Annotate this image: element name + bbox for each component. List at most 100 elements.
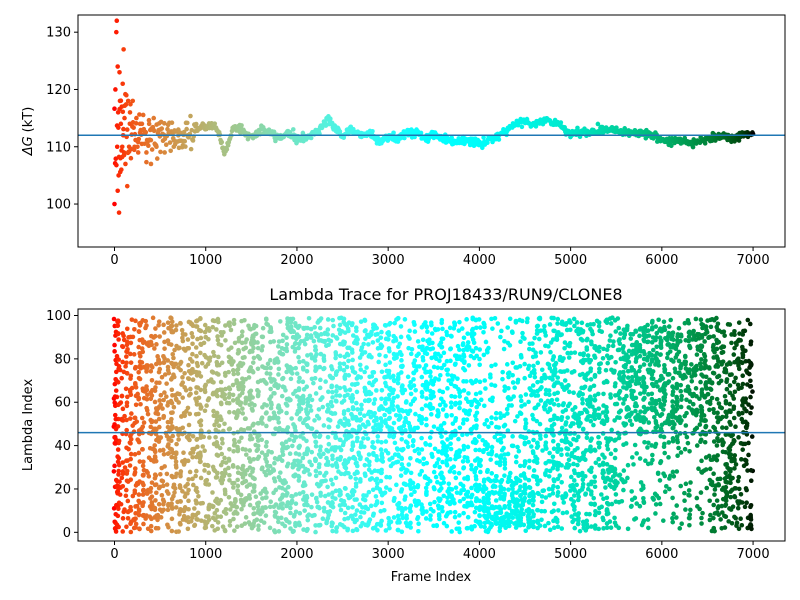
- lambda-point: [156, 501, 162, 507]
- lambda-point: [243, 515, 249, 520]
- lambda-point: [670, 495, 675, 501]
- lambda-point: [448, 333, 454, 339]
- lambda-point: [221, 329, 226, 335]
- lambda-point: [711, 370, 717, 376]
- lambda-point: [456, 470, 462, 476]
- lambda-point: [543, 433, 549, 439]
- lambda-point: [164, 381, 169, 386]
- lambda-point: [559, 382, 564, 387]
- delta-g-point: [123, 91, 128, 97]
- lambda-point: [127, 387, 133, 393]
- lambda-point: [272, 360, 277, 366]
- lambda-point: [251, 456, 257, 462]
- lambda-point: [152, 443, 158, 448]
- lambda-point: [658, 401, 663, 407]
- delta-g-point: [128, 102, 133, 107]
- lambda-point: [172, 455, 178, 461]
- delta-g-point: [239, 123, 244, 128]
- lambda-point: [661, 471, 666, 476]
- lambda-point: [592, 474, 598, 480]
- lambda-point: [186, 506, 191, 512]
- lambda-point: [472, 523, 477, 529]
- lambda-point: [211, 349, 216, 355]
- lambda-point: [704, 386, 709, 391]
- lambda-point: [504, 406, 510, 412]
- lambda-point: [289, 324, 294, 329]
- lambda-point: [259, 347, 265, 353]
- lambda-point: [232, 499, 238, 505]
- lambda-point: [441, 441, 447, 447]
- lambda-point: [316, 338, 322, 343]
- lambda-point: [326, 492, 332, 497]
- lambda-point: [439, 427, 445, 432]
- lambda-point: [477, 347, 483, 352]
- lambda-point: [571, 478, 577, 483]
- lambda-point: [650, 376, 656, 382]
- lambda-point: [194, 485, 199, 491]
- lambda-point: [583, 492, 588, 497]
- lambda-point: [610, 315, 615, 321]
- lambda-point: [341, 409, 347, 414]
- lambda-point: [519, 318, 525, 324]
- lambda-point: [457, 513, 462, 518]
- lambda-point: [727, 401, 733, 407]
- lambda-point: [483, 528, 489, 534]
- delta-g-point: [114, 18, 120, 24]
- lambda-point: [122, 465, 128, 470]
- lambda-point: [362, 350, 368, 355]
- lambda-point: [264, 439, 269, 445]
- lambda-point: [568, 474, 574, 480]
- lambda-point: [165, 507, 171, 513]
- lambda-point: [140, 473, 146, 478]
- top-x-tick-label: 0: [110, 253, 118, 268]
- bottom-x-tick-label: 5000: [554, 547, 587, 562]
- lambda-point: [311, 380, 316, 386]
- lambda-point: [209, 523, 215, 529]
- lambda-point: [239, 333, 245, 339]
- lambda-point: [464, 379, 469, 384]
- lambda-point: [689, 378, 695, 384]
- lambda-point: [193, 396, 198, 402]
- lambda-point: [498, 411, 503, 416]
- lambda-point: [152, 454, 158, 459]
- lambda-point: [502, 456, 507, 462]
- lambda-point: [520, 334, 526, 340]
- lambda-point: [474, 417, 479, 422]
- lambda-point: [209, 369, 215, 374]
- lambda-point: [474, 410, 480, 416]
- lambda-point: [485, 442, 490, 447]
- lambda-point: [274, 356, 280, 361]
- lambda-point: [489, 471, 495, 476]
- lambda-point: [434, 356, 439, 361]
- lambda-point: [337, 322, 343, 328]
- lambda-point: [609, 501, 615, 507]
- lambda-point: [443, 403, 448, 408]
- bottom-x-tick-label: 6000: [645, 547, 678, 562]
- lambda-point: [641, 362, 647, 367]
- lambda-point: [190, 341, 195, 347]
- lambda-point: [318, 332, 324, 337]
- lambda-point: [604, 525, 610, 531]
- lambda-point: [213, 427, 219, 433]
- lambda-point: [160, 497, 166, 503]
- top-x-tick-label: 3000: [372, 253, 405, 268]
- lambda-point: [655, 384, 660, 389]
- lambda-point: [308, 352, 314, 357]
- lambda-point: [596, 434, 601, 440]
- delta-g-point: [112, 106, 117, 112]
- lambda-point: [333, 435, 338, 441]
- lambda-point: [662, 450, 668, 456]
- lambda-point: [362, 413, 367, 418]
- lambda-point: [284, 342, 290, 347]
- delta-g-point: [496, 137, 502, 142]
- lambda-point: [584, 337, 590, 343]
- lambda-point: [527, 386, 532, 391]
- lambda-point: [169, 516, 175, 522]
- lambda-point: [220, 440, 225, 446]
- lambda-point: [178, 473, 183, 479]
- lambda-point: [720, 510, 725, 515]
- lambda-point: [408, 486, 414, 492]
- delta-g-point: [271, 129, 277, 135]
- lambda-point: [419, 435, 424, 441]
- lambda-point: [256, 454, 262, 460]
